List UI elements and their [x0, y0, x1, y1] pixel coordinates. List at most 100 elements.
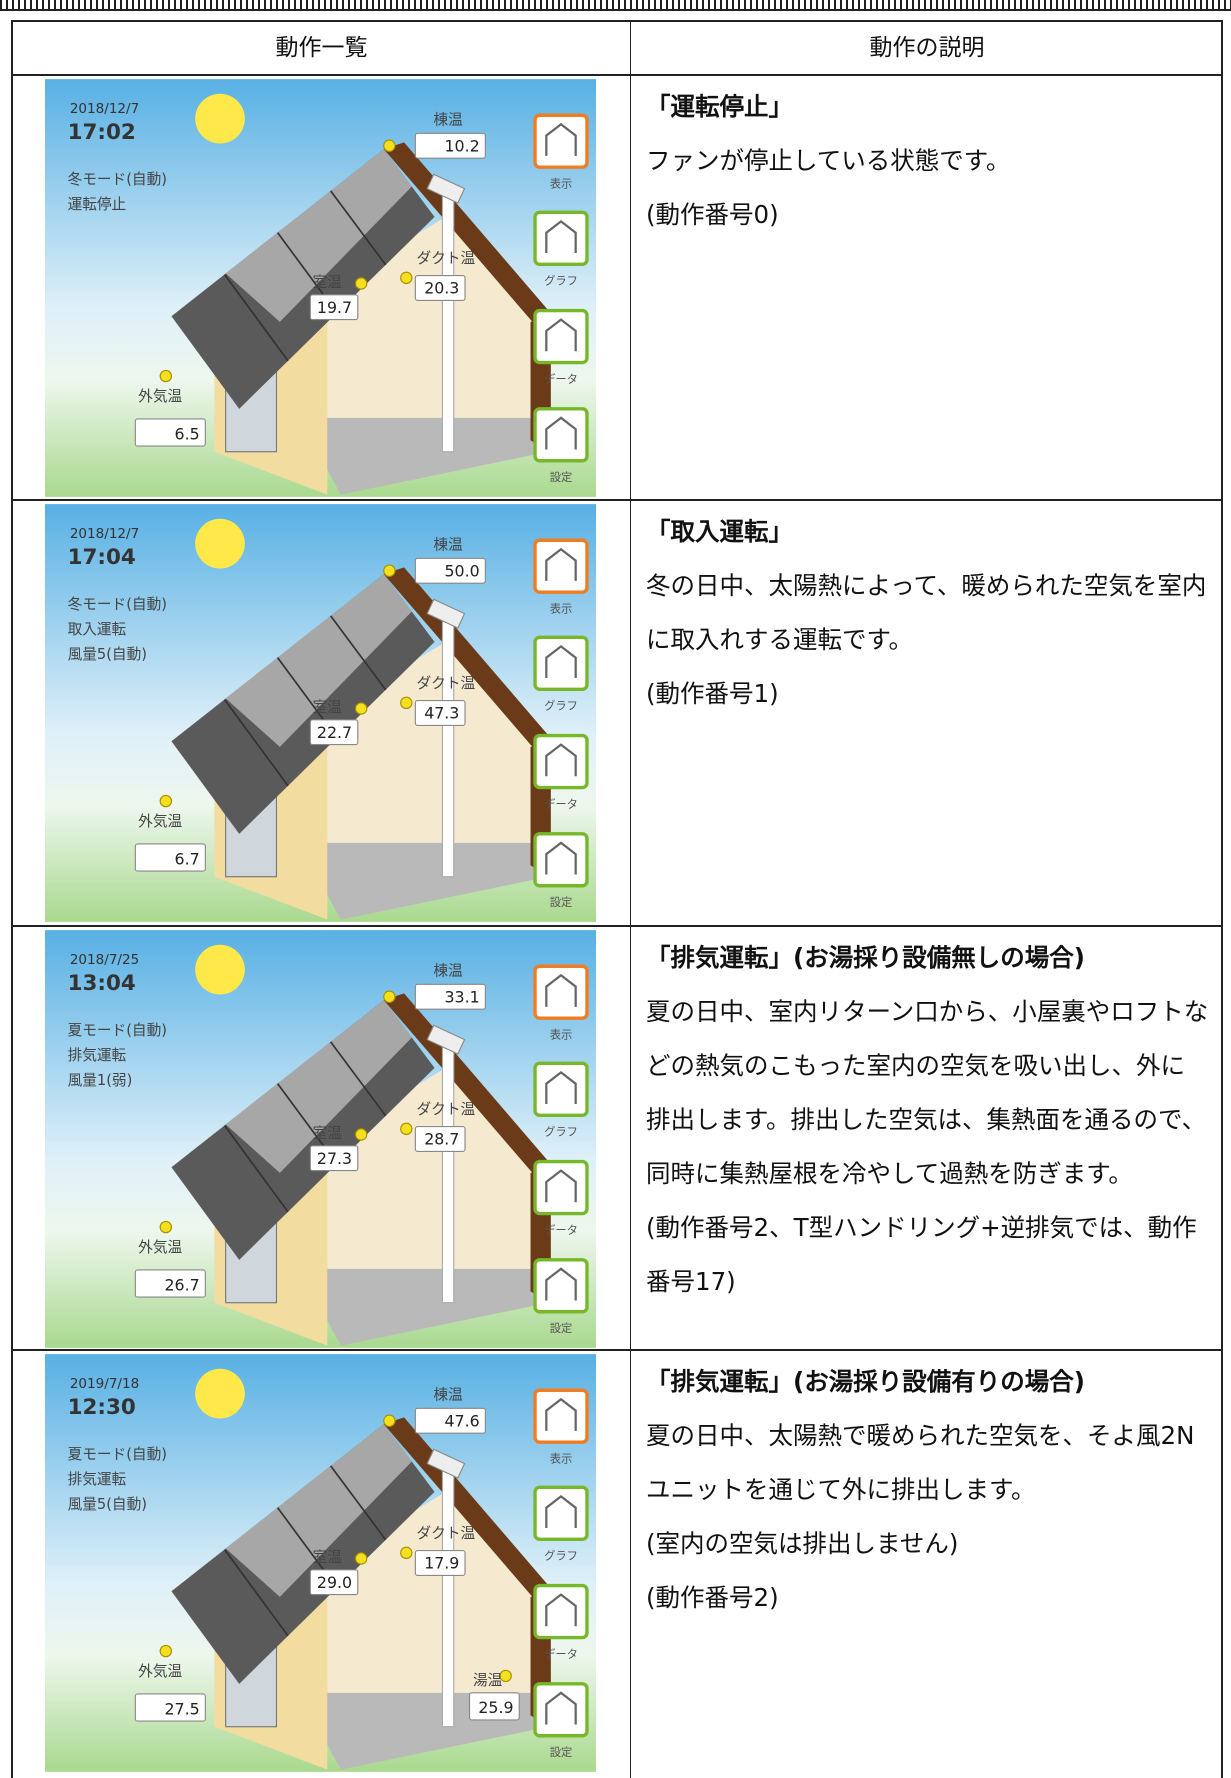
reading-box	[414, 275, 466, 301]
reading-box	[309, 294, 359, 321]
button-label: 設定	[550, 1322, 573, 1335]
sensor-dot	[354, 277, 368, 290]
reading-box	[414, 557, 486, 584]
column-divider	[630, 22, 631, 1778]
button-glyph	[545, 1397, 577, 1431]
description-cell: 「排気運転」(お湯採り設備無しの場合) 夏の日中、室内リターン口から、小屋裏やロフ…	[631, 925, 1223, 1350]
reading-value: 10.2	[445, 136, 480, 155]
button-icon	[533, 538, 589, 594]
reading-value: 27.3	[317, 1149, 352, 1168]
description-text: (動作番号2、T型ハンドリング+逆排気では、動作番号17)	[646, 1213, 1197, 1296]
reading-label: 室温	[313, 274, 343, 291]
roof-glass	[225, 574, 412, 747]
date: 2019/7/18	[70, 1376, 139, 1392]
button-icon	[533, 1159, 589, 1216]
button-icon	[533, 210, 589, 266]
button-label: グラフ	[544, 1549, 578, 1563]
status-line: 冬モード(自動)	[68, 171, 167, 188]
reading-label: 湯温	[473, 1672, 503, 1689]
reading-value: 27.5	[164, 1699, 199, 1718]
reading-value: 6.7	[175, 849, 200, 868]
fan-unit	[426, 1448, 466, 1479]
button-glyph	[545, 318, 577, 352]
row-divider	[13, 74, 1221, 76]
status-line: 排気運転	[68, 1047, 127, 1064]
header-cell: 動作の説明	[869, 35, 985, 61]
roof-glass	[225, 149, 412, 322]
reading-label: 室温	[313, 699, 343, 716]
button-glyph	[545, 644, 577, 678]
status-line: 風量5(自動)	[68, 646, 147, 663]
reading-label: 外気温	[138, 388, 182, 405]
button-label: グラフ	[544, 699, 578, 713]
roof-seam	[329, 190, 387, 266]
reading-box	[414, 132, 486, 159]
row-divider	[13, 925, 1221, 927]
reading-box	[414, 1126, 466, 1152]
sensor-dot	[400, 1546, 413, 1560]
button-glyph	[545, 973, 577, 1007]
reading-value: 33.1	[445, 987, 480, 1006]
button-glyph	[545, 1267, 577, 1301]
reading-label: 棟温	[433, 111, 463, 128]
sensor-dot	[400, 1122, 413, 1136]
roof-seam	[223, 1548, 289, 1637]
time: 17:02	[68, 120, 136, 145]
button-icon	[533, 1583, 589, 1640]
description-cell: 「取入運転」 冬の日中、太陽熱によって、暖められた空気を室内に取入れする運転です。…	[631, 499, 1223, 924]
button-label: 設定	[550, 896, 573, 909]
reading-value: 17.9	[424, 1554, 459, 1573]
reading-box	[134, 843, 206, 872]
description-text: 夏の日中、太陽熱で暖められた空気を、そよ風2Nユニットを通じて外に排出します。	[646, 1421, 1195, 1504]
reading-box	[134, 418, 206, 447]
sensor-dot	[159, 369, 173, 383]
description-text: (動作番号2)	[646, 1583, 779, 1612]
reading-value: 22.7	[317, 723, 352, 742]
button-icon	[533, 407, 589, 463]
sensor-dot	[354, 702, 368, 715]
roof-seam	[223, 273, 289, 362]
description-text: (動作番号1)	[646, 679, 779, 708]
roof-seam	[329, 615, 387, 691]
roof-seam	[223, 698, 289, 787]
sensor-dot	[400, 271, 413, 285]
sensor-dot	[383, 564, 396, 577]
reading-value: 20.3	[424, 279, 459, 298]
status-line: 夏モード(自動)	[68, 1022, 167, 1039]
time: 13:04	[68, 971, 136, 996]
duct	[441, 191, 455, 453]
button-label: 設定	[550, 471, 573, 484]
description-text: (動作番号0)	[646, 200, 779, 229]
button-label: 設定	[550, 1746, 573, 1759]
status-line: 運転停止	[68, 196, 127, 213]
reading-value: 6.5	[175, 424, 200, 443]
button-label: 表示	[550, 1029, 573, 1042]
sensor-dot	[400, 696, 413, 710]
button-label: 表示	[550, 603, 573, 616]
status-line: 排気運転	[68, 1471, 127, 1488]
button-glyph	[545, 219, 577, 253]
description-title: 「運転停止」	[646, 92, 793, 121]
button-glyph	[545, 743, 577, 777]
sensor-dot	[354, 1552, 368, 1565]
status-line: 冬モード(自動)	[68, 596, 167, 613]
button-glyph	[545, 841, 577, 875]
button-icon	[533, 832, 589, 888]
roof-seam	[329, 1041, 387, 1117]
button-glyph	[545, 1070, 577, 1104]
button-icon	[533, 113, 589, 169]
time: 12:30	[68, 1395, 136, 1420]
reading-value: 47.3	[424, 704, 459, 723]
roof-seam	[329, 1465, 387, 1541]
sun	[195, 944, 245, 995]
sensor-dot	[383, 990, 396, 1003]
status-line: 風量1(弱)	[68, 1072, 133, 1089]
reading-label: 外気温	[138, 1239, 182, 1256]
button-icon	[533, 635, 589, 691]
sensor-dot	[159, 1220, 173, 1234]
roof-seam	[223, 1124, 289, 1213]
sensor-dot	[354, 1128, 368, 1141]
